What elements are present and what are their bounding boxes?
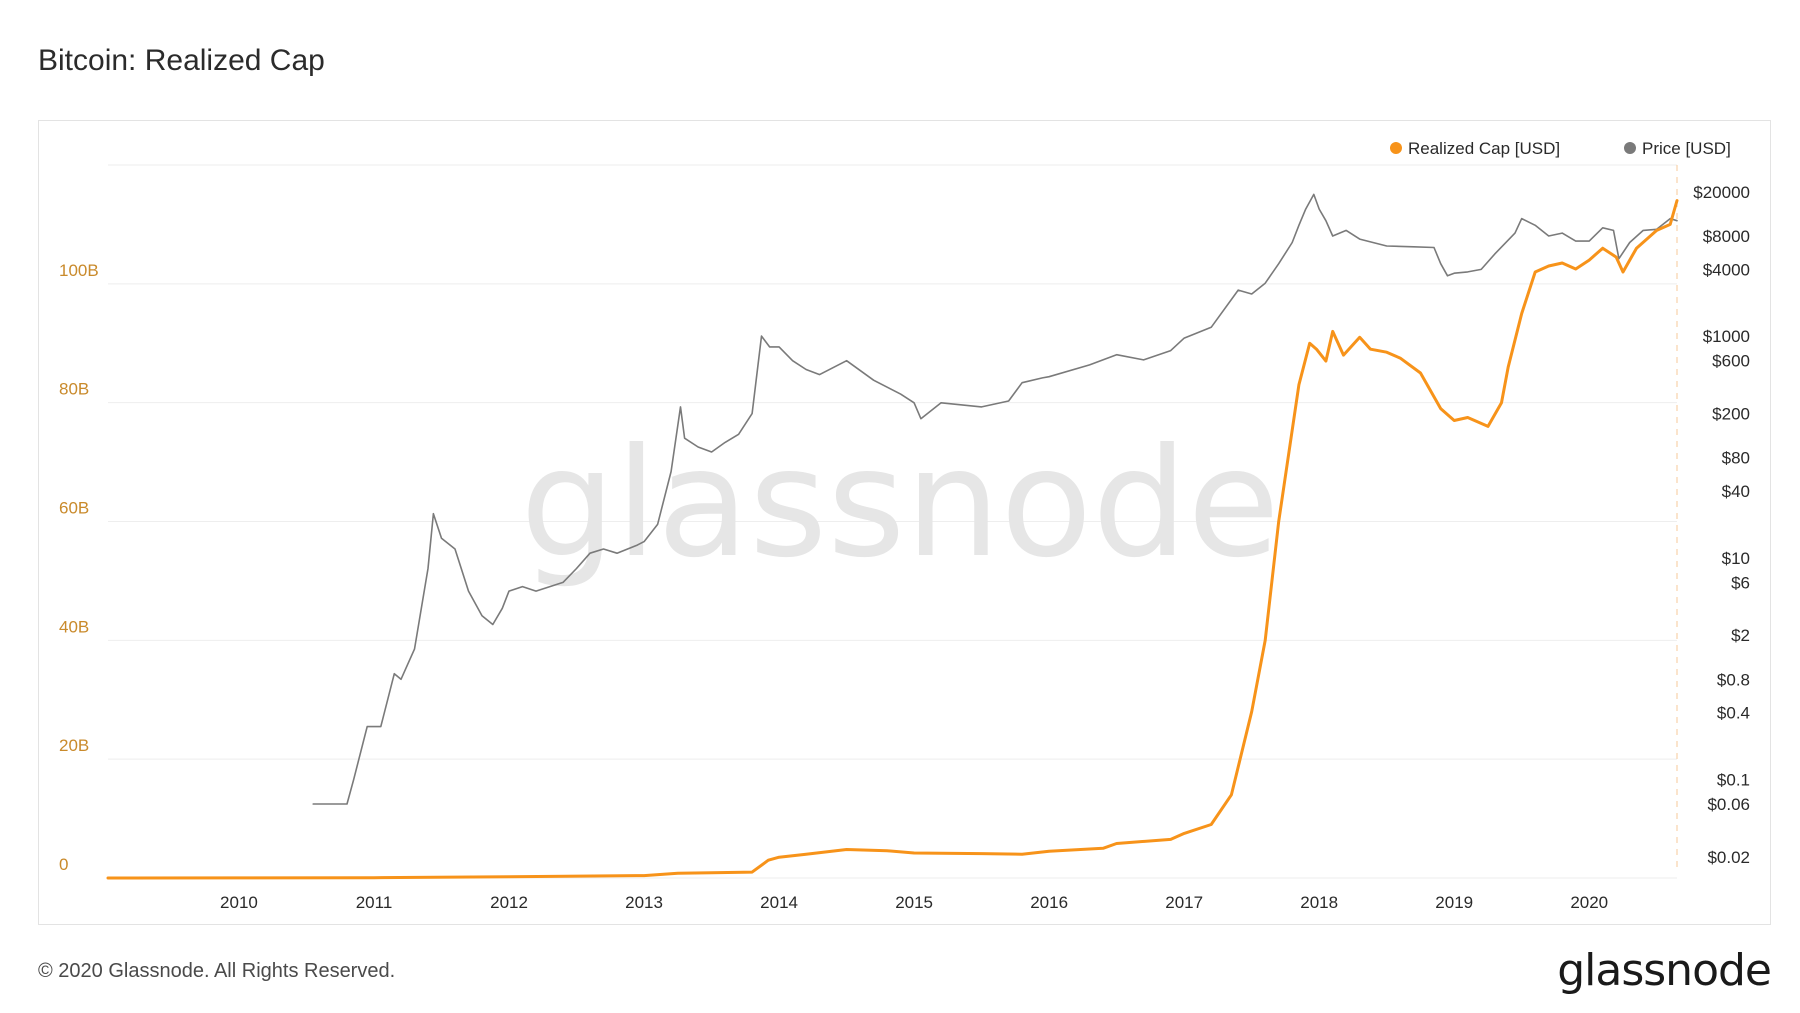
x-tick-label: 2019 [1435, 893, 1473, 912]
left-tick-label: 60B [59, 499, 89, 518]
right-tick-label: $0.4 [1717, 704, 1750, 723]
right-tick-label: $4000 [1703, 260, 1750, 279]
right-tick-label: $20000 [1693, 183, 1750, 202]
x-tick-label: 2018 [1300, 893, 1338, 912]
right-tick-label: $8000 [1703, 227, 1750, 246]
left-axis: 0 20B 40B 60B 80B 100B [59, 261, 99, 874]
left-tick-label: 40B [59, 617, 89, 636]
right-tick-label: $200 [1712, 405, 1750, 424]
right-tick-label: $10 [1722, 549, 1750, 568]
x-axis: 2010 2011 2012 2013 2014 2015 2016 2017 2018 2019… [220, 893, 1608, 912]
x-tick-label: 2020 [1570, 893, 1608, 912]
x-tick-label: 2011 [356, 893, 393, 912]
legend-price-label[interactable]: Price [USD] [1642, 139, 1731, 158]
right-tick-label: $0.1 [1717, 770, 1750, 789]
x-tick-label: 2012 [490, 893, 528, 912]
x-tick-label: 2017 [1165, 893, 1203, 912]
legend: Realized Cap [USD] Price [USD] [1390, 139, 1731, 158]
right-tick-label: $2 [1731, 626, 1750, 645]
price-line[interactable] [312, 193, 1678, 805]
right-tick-label: $0.8 [1717, 670, 1750, 689]
right-tick-label: $80 [1722, 449, 1750, 468]
series-layer [106, 193, 1679, 880]
chart-panel [38, 120, 1771, 925]
left-tick-label: 100B [59, 261, 99, 280]
realized-cap-line[interactable] [106, 199, 1679, 880]
page-title: Bitcoin: Realized Cap [38, 44, 325, 77]
x-tick-label: 2013 [625, 893, 663, 912]
x-tick-label: 2014 [760, 893, 798, 912]
copyright-footer: © 2020 Glassnode. All Rights Reserved. [38, 960, 396, 982]
left-tick-label: 80B [59, 380, 89, 399]
glassnode-logo: glassnode [1557, 945, 1772, 996]
legend-realized-cap-label[interactable]: Realized Cap [USD] [1408, 139, 1560, 158]
x-tick-label: 2010 [220, 893, 258, 912]
legend-realized-cap-marker [1390, 142, 1402, 154]
right-tick-label: $0.02 [1707, 848, 1750, 867]
left-tick-label: 0 [59, 855, 68, 874]
right-tick-label: $40 [1722, 482, 1750, 501]
left-tick-label: 20B [59, 736, 89, 755]
watermark-text: glassnode [520, 417, 1279, 591]
right-axis: $20000 $8000 $4000 $1000 $600 $200 $80 $40 $10 $6… [1693, 183, 1750, 867]
right-tick-label: $1000 [1703, 327, 1750, 346]
right-tick-label: $6 [1731, 573, 1750, 592]
right-tick-label: $0.06 [1707, 795, 1750, 814]
legend-price-marker [1624, 142, 1636, 154]
x-tick-label: 2015 [895, 893, 933, 912]
x-tick-label: 2016 [1030, 893, 1068, 912]
right-tick-label: $600 [1712, 352, 1750, 371]
